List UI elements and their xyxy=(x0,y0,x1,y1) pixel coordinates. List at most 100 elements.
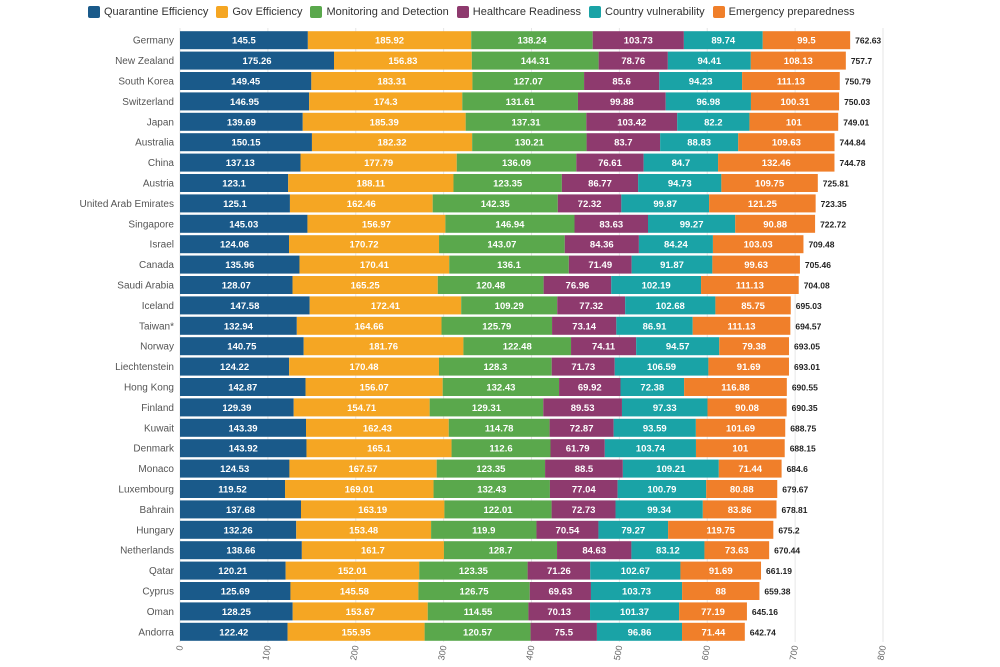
legend-item-gov-efficiency[interactable]: Gov Efficiency xyxy=(216,6,302,18)
segment-label-china-gov-efficiency: 177.79 xyxy=(364,158,393,169)
legend-item-quarantine-efficiency[interactable]: Quarantine Efficiency xyxy=(88,6,208,18)
total-label-iceland: 695.03 xyxy=(796,301,822,311)
bar-segment-hong-kong-country-vulnerability xyxy=(620,378,685,396)
segment-label-australia-gov-efficiency: 182.32 xyxy=(378,138,407,149)
segment-label-germany-healthcare-readiness: 103.73 xyxy=(624,36,653,47)
segment-label-germany-country-vulnerability: 89.74 xyxy=(711,36,735,47)
bar-segment-netherlands-emergency-preparedness xyxy=(704,541,770,560)
legend-item-healthcare-readiness[interactable]: Healthcare Readiness xyxy=(456,6,581,18)
bar-segment-united-arab-emirates-healthcare-readiness xyxy=(557,194,622,213)
segment-label-norway-quarantine-efficiency: 140.75 xyxy=(227,342,257,353)
segment-label-switzerland-healthcare-readiness: 99.88 xyxy=(610,97,634,108)
segment-label-israel-country-vulnerability: 84.24 xyxy=(664,240,688,251)
bar-segment-bahrain-country-vulnerability xyxy=(615,500,703,519)
bar-segment-taiwan-healthcare-readiness xyxy=(552,316,617,335)
legend-swatch-emergency-preparedness xyxy=(712,6,725,18)
bar-segment-australia-country-vulnerability xyxy=(660,133,739,152)
segment-label-qatar-quarantine-efficiency: 120.21 xyxy=(218,566,248,577)
total-label-canada: 705.46 xyxy=(805,260,831,270)
bar-segment-germany-country-vulnerability xyxy=(683,31,763,50)
segment-label-australia-monitoring-and-detection: 130.21 xyxy=(515,138,545,149)
bar-segment-switzerland-monitoring-and-detection xyxy=(462,92,578,111)
bar-segment-kuwait-emergency-preparedness xyxy=(695,418,786,437)
bar-segment-andorra-healthcare-readiness xyxy=(530,622,597,641)
bar-segment-finland-healthcare-readiness xyxy=(543,398,622,417)
bar-segment-united-arab-emirates-monitoring-and-detection xyxy=(432,194,558,213)
segment-label-luxembourg-healthcare-readiness: 77.04 xyxy=(572,485,596,496)
bar-segment-bahrain-healthcare-readiness xyxy=(551,500,616,519)
bar-segment-austria-quarantine-efficiency xyxy=(180,174,289,192)
bar-segment-germany-emergency-preparedness xyxy=(762,31,851,50)
category-label-hong-kong: Hong Kong xyxy=(124,383,174,394)
bar-segment-monaco-gov-efficiency xyxy=(289,459,437,478)
bar-segment-saudi-arabia-emergency-preparedness xyxy=(701,276,799,294)
legend-item-emergency-preparedness[interactable]: Emergency preparedness xyxy=(712,6,855,18)
bar-segment-bahrain-quarantine-efficiency xyxy=(180,500,301,519)
bar-segment-israel-monitoring-and-detection xyxy=(439,235,565,254)
total-label-china: 744.78 xyxy=(839,158,865,168)
bar-segment-israel-gov-efficiency xyxy=(289,235,440,254)
bar-segment-denmark-country-vulnerability xyxy=(604,439,696,458)
legend-item-monitoring-and-detection[interactable]: Monitoring and Detection xyxy=(310,6,449,18)
category-label-switzerland: Switzerland xyxy=(122,97,174,108)
bar-segment-andorra-emergency-preparedness xyxy=(682,622,745,641)
total-label-united-arab-emirates: 723.35 xyxy=(821,199,847,209)
bar-segment-united-arab-emirates-emergency-preparedness xyxy=(709,194,816,213)
bar-segment-saudi-arabia-quarantine-efficiency xyxy=(180,276,293,294)
category-label-hungary: Hungary xyxy=(136,525,174,536)
segment-label-china-quarantine-efficiency: 137.13 xyxy=(226,158,255,169)
bar-segment-japan-healthcare-readiness xyxy=(586,112,678,131)
segment-label-liechtenstein-healthcare-readiness: 71.73 xyxy=(571,362,595,373)
segment-label-oman-healthcare-readiness: 70.13 xyxy=(547,607,571,618)
bar-segment-taiwan-emergency-preparedness xyxy=(692,316,791,335)
category-label-singapore: Singapore xyxy=(128,219,174,230)
bar-segment-hungary-monitoring-and-detection xyxy=(431,520,537,539)
total-label-netherlands: 670.44 xyxy=(774,546,800,556)
bar-segment-norway-quarantine-efficiency xyxy=(180,337,304,356)
total-label-cyprus: 659.38 xyxy=(764,587,790,597)
segment-label-south-korea-healthcare-readiness: 85.6 xyxy=(612,77,631,88)
bar-segment-canada-monitoring-and-detection xyxy=(449,255,569,274)
bar-segment-israel-emergency-preparedness xyxy=(712,235,804,254)
bar-segment-singapore-healthcare-readiness xyxy=(574,214,648,233)
total-label-switzerland: 750.03 xyxy=(844,97,870,107)
segment-label-germany-monitoring-and-detection: 138.24 xyxy=(517,36,547,47)
segment-label-austria-monitoring-and-detection: 123.35 xyxy=(493,179,523,190)
segment-label-new-zealand-emergency-preparedness: 108.13 xyxy=(784,56,813,67)
segment-label-finland-monitoring-and-detection: 129.31 xyxy=(472,403,502,414)
segment-label-norway-monitoring-and-detection: 122.48 xyxy=(503,342,532,353)
bar-segment-saudi-arabia-monitoring-and-detection xyxy=(437,276,544,294)
bar-segment-bahrain-monitoring-and-detection xyxy=(444,500,552,519)
segment-label-switzerland-emergency-preparedness: 100.31 xyxy=(780,97,810,108)
bar-segment-canada-country-vulnerability xyxy=(631,255,713,274)
segment-label-liechtenstein-gov-efficiency: 170.48 xyxy=(350,362,379,373)
bar-segment-luxembourg-country-vulnerability xyxy=(617,480,707,498)
bar-segment-monaco-emergency-preparedness xyxy=(718,459,782,478)
bar-segment-qatar-monitoring-and-detection xyxy=(419,561,528,580)
segment-label-iceland-quarantine-efficiency: 147.58 xyxy=(230,301,259,312)
segment-label-hungary-emergency-preparedness: 119.75 xyxy=(706,525,735,536)
segment-label-andorra-monitoring-and-detection: 120.57 xyxy=(463,627,492,638)
total-label-norway: 693.05 xyxy=(794,342,820,352)
legend-item-country-vulnerability[interactable]: Country vulnerability xyxy=(589,6,705,18)
segment-label-cyprus-healthcare-readiness: 69.63 xyxy=(548,587,572,598)
segment-label-denmark-gov-efficiency: 165.1 xyxy=(367,444,391,455)
bar-segment-taiwan-monitoring-and-detection xyxy=(441,316,553,335)
bar-segment-switzerland-emergency-preparedness xyxy=(750,92,840,111)
bar-segment-iceland-gov-efficiency xyxy=(309,296,462,315)
bar-segment-singapore-emergency-preparedness xyxy=(735,214,816,233)
bar-segment-oman-healthcare-readiness xyxy=(528,602,591,621)
total-label-australia: 744.84 xyxy=(840,138,866,148)
bar-segment-cyprus-healthcare-readiness xyxy=(529,582,591,600)
segment-label-switzerland-monitoring-and-detection: 131.61 xyxy=(506,97,536,108)
bar-segment-japan-emergency-preparedness xyxy=(749,112,839,131)
legend-swatch-gov-efficiency xyxy=(216,6,229,18)
category-label-monaco: Monaco xyxy=(138,464,174,475)
bar-segment-hong-kong-monitoring-and-detection xyxy=(442,378,560,396)
bar-segment-liechtenstein-emergency-preparedness xyxy=(708,357,789,376)
segment-label-oman-gov-efficiency: 153.67 xyxy=(346,607,375,618)
bar-segment-taiwan-quarantine-efficiency xyxy=(180,316,297,335)
segment-label-germany-emergency-preparedness: 99.5 xyxy=(797,36,816,47)
segment-label-new-zealand-healthcare-readiness: 78.76 xyxy=(621,56,645,67)
segment-label-hungary-gov-efficiency: 153.48 xyxy=(349,525,378,536)
